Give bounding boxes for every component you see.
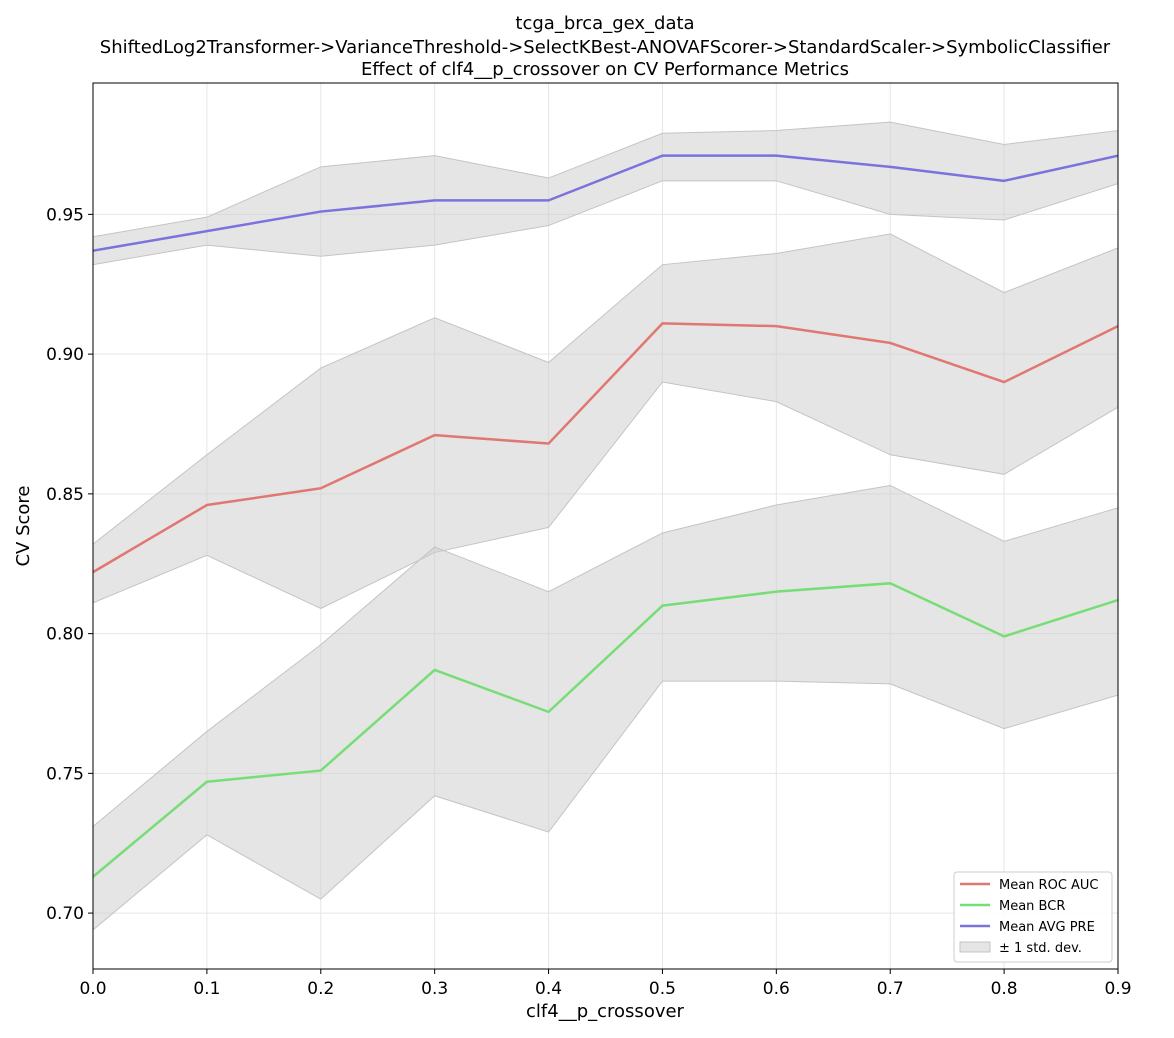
std-dev-bands bbox=[92, 121, 1119, 931]
legend-label: ± 1 std. dev. bbox=[999, 941, 1082, 956]
x-tick-label: 0.0 bbox=[79, 979, 106, 999]
y-axis-ticks: 0.70 0.75 0.80 0.85 0.90 0.95 bbox=[46, 205, 93, 924]
title-line-effect: Effect of clf4__p_crossover on CV Perfor… bbox=[361, 59, 849, 80]
y-axis-label: CV Score bbox=[13, 485, 34, 566]
x-tick-label: 0.7 bbox=[877, 979, 904, 999]
y-tick-label: 0.95 bbox=[46, 205, 84, 225]
x-tick-label: 0.3 bbox=[421, 979, 448, 999]
y-tick-label: 0.85 bbox=[46, 485, 84, 505]
legend-swatch-band bbox=[959, 941, 991, 953]
x-tick-label: 0.8 bbox=[991, 979, 1018, 999]
x-tick-label: 0.5 bbox=[649, 979, 676, 999]
legend-box bbox=[953, 871, 1113, 963]
x-tick-label: 0.6 bbox=[763, 979, 790, 999]
series-lines bbox=[92, 154, 1119, 878]
std-dev-band bbox=[92, 121, 1119, 266]
legend-label: Mean AVG PRE bbox=[999, 920, 1095, 935]
y-tick-label: 0.70 bbox=[46, 904, 84, 924]
y-tick-label: 0.80 bbox=[46, 625, 84, 645]
plot-frame bbox=[92, 82, 1119, 970]
x-tick-label: 0.9 bbox=[1104, 979, 1131, 999]
x-tick-label: 0.1 bbox=[193, 979, 220, 999]
y-tick-label: 0.90 bbox=[46, 345, 84, 365]
x-tick-label: 0.4 bbox=[535, 979, 562, 999]
title-line-dataset: tcga_brca_gex_data bbox=[515, 13, 694, 34]
series-line bbox=[92, 582, 1119, 878]
y-tick-label: 0.75 bbox=[46, 764, 84, 784]
chart-title: tcga_brca_gex_data ShiftedLog2Transforme… bbox=[100, 13, 1111, 80]
legend-label: Mean ROC AUC bbox=[999, 878, 1099, 893]
series-line bbox=[92, 322, 1119, 574]
legend: Mean ROC AUC Mean BCR Mean AVG PRE ± 1 std.… bbox=[953, 871, 1113, 963]
x-tick-label: 0.2 bbox=[307, 979, 334, 999]
title-line-pipeline: ShiftedLog2Transformer->VarianceThreshol… bbox=[100, 37, 1111, 58]
legend-label: Mean BCR bbox=[999, 899, 1065, 914]
x-axis-ticks: 0.0 0.1 0.2 0.3 0.4 0.5 0.6 0.7 0.8 0.9 bbox=[79, 969, 1132, 999]
series-line bbox=[92, 154, 1119, 252]
x-axis-label: clf4__p_crossover bbox=[526, 1001, 685, 1022]
